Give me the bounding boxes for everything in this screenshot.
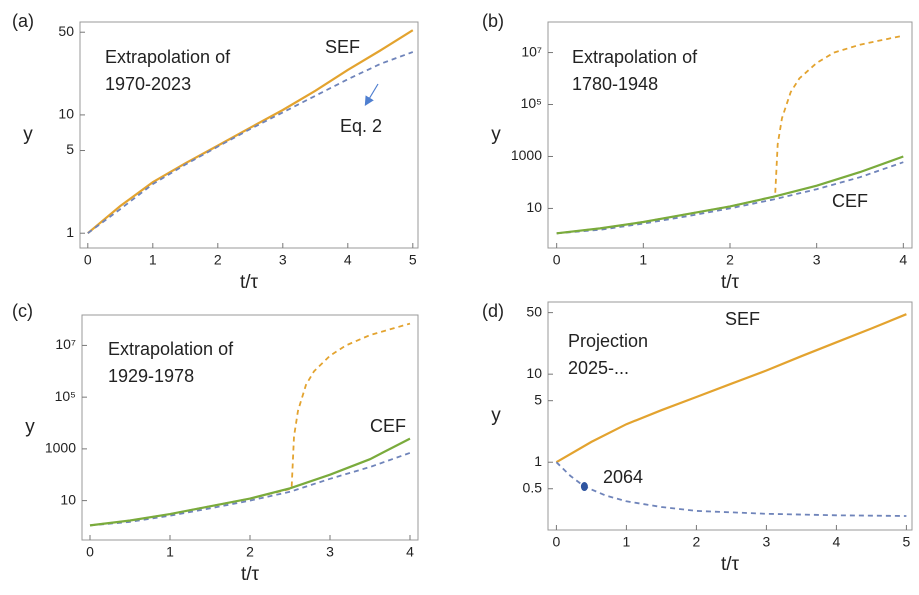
series-line (555, 461, 907, 517)
series-line (87, 51, 414, 234)
annotation: Eq. 2 (340, 116, 382, 136)
panel-label: (a) (12, 11, 34, 31)
x-tick-label: 1 (639, 252, 647, 268)
y-tick-label: 1000 (45, 440, 76, 456)
series-line (87, 29, 414, 235)
y-tick-label: 5 (66, 141, 74, 157)
series-line (89, 437, 411, 527)
x-tick-label: 2 (214, 252, 222, 268)
panel-label: (d) (482, 301, 504, 321)
x-tick-label: 1 (149, 252, 157, 268)
annotation: Projection (568, 331, 648, 351)
y-tick-label: 1 (66, 224, 74, 240)
series-line (556, 155, 904, 235)
x-tick-label: 1 (623, 534, 631, 550)
y-tick-label: 10 (526, 199, 542, 215)
panel-label: (b) (482, 11, 504, 31)
x-tick-label: 4 (406, 544, 414, 560)
annotation: Extrapolation of (105, 47, 231, 67)
x-axis-label: t/τ (721, 272, 740, 293)
y-axis-label: y (25, 417, 35, 438)
y-tick-label: 50 (526, 303, 542, 319)
x-axis-label: t/τ (240, 272, 259, 293)
annotation: SEF (325, 37, 360, 57)
annotation: CEF (370, 416, 406, 436)
x-tick-label: 0 (553, 252, 561, 268)
annotation: Extrapolation of (572, 47, 698, 67)
y-tick-label: 1000 (511, 147, 542, 163)
y-axis-label: y (491, 405, 501, 426)
plot-frame (547, 301, 913, 531)
y-tick-label: 10 (60, 491, 76, 507)
annotation: SEF (725, 309, 760, 329)
x-tick-label: 4 (833, 534, 841, 550)
x-tick-label: 0 (86, 544, 94, 560)
highlight-label: 2064 (603, 467, 643, 487)
x-tick-label: 3 (279, 252, 287, 268)
x-tick-label: 3 (763, 534, 771, 550)
y-tick-label: 1 (534, 453, 542, 469)
annotation: 1929-1978 (108, 366, 194, 386)
annotation: 2025-... (568, 358, 629, 378)
x-tick-label: 3 (813, 252, 821, 268)
x-tick-label: 3 (326, 544, 334, 560)
y-tick-label: 50 (58, 23, 74, 39)
panel-label: (c) (12, 301, 33, 321)
y-axis-label: y (23, 124, 33, 145)
x-tick-label: 2 (246, 544, 254, 560)
y-tick-label: 10 (526, 365, 542, 381)
x-tick-label: 0 (553, 534, 561, 550)
y-tick-label: 10 (58, 106, 74, 122)
highlight-point (580, 482, 588, 492)
y-tick-label: 10⁵ (55, 388, 76, 404)
x-axis-label: t/τ (241, 564, 260, 585)
x-tick-label: 4 (344, 252, 352, 268)
y-tick-label: 10⁷ (55, 336, 76, 352)
y-tick-label: 5 (534, 391, 542, 407)
x-tick-label: 2 (726, 252, 734, 268)
plot-frame (79, 21, 419, 249)
annotation: CEF (832, 191, 868, 211)
x-tick-label: 4 (899, 252, 907, 268)
series-line (555, 313, 907, 464)
y-tick-label: 10⁵ (521, 95, 542, 111)
x-tick-label: 5 (903, 534, 911, 550)
x-tick-label: 2 (693, 534, 701, 550)
y-tick-label: 10⁷ (521, 43, 542, 59)
annotation: 1970-2023 (105, 74, 191, 94)
x-tick-label: 5 (409, 252, 417, 268)
x-axis-label: t/τ (721, 554, 740, 575)
series-line (556, 161, 904, 235)
series-line (89, 452, 411, 527)
y-axis-label: y (491, 124, 501, 145)
annotation: 1780-1948 (572, 74, 658, 94)
x-tick-label: 1 (166, 544, 174, 560)
y-tick-label: 0.5 (523, 479, 543, 495)
annotation: Extrapolation of (108, 339, 234, 359)
annotation-arrow (364, 83, 379, 107)
x-tick-label: 0 (84, 252, 92, 268)
